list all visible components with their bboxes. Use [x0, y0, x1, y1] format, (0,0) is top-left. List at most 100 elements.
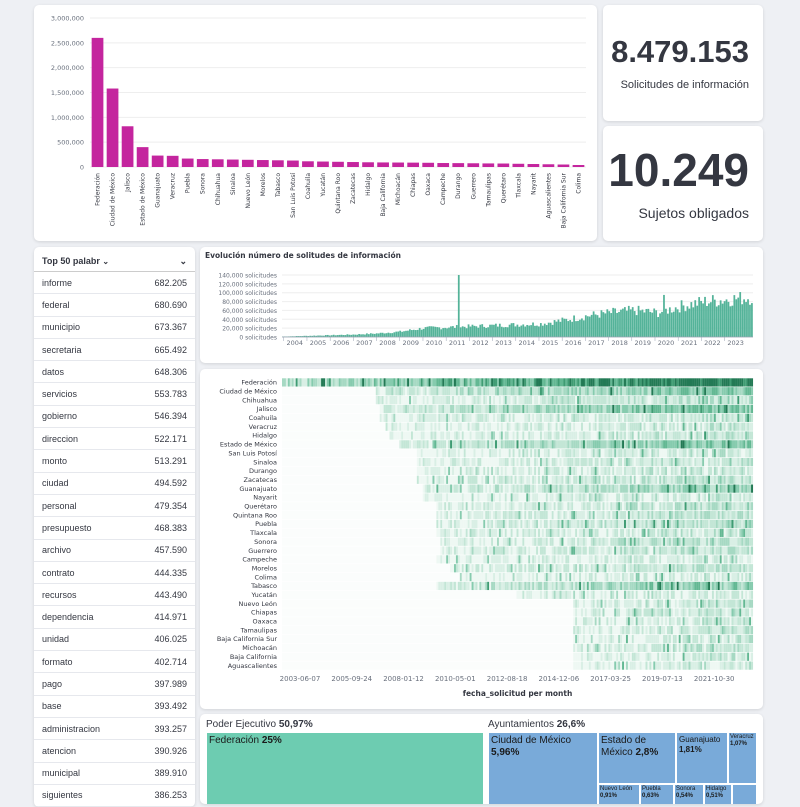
heat-cell	[483, 458, 485, 466]
heat-cell	[526, 387, 528, 395]
heat-cell	[681, 608, 683, 616]
heat-cell	[601, 520, 603, 528]
heat-cell	[561, 476, 563, 484]
heat-cell	[495, 467, 497, 475]
heat-cell	[487, 502, 489, 510]
heat-cell	[583, 502, 585, 510]
heat-cell	[579, 378, 581, 386]
heat-cell	[640, 378, 642, 386]
heat-cell	[644, 582, 646, 590]
heat-cell	[667, 467, 669, 475]
heat-cell	[501, 538, 503, 546]
heat-cell	[464, 458, 466, 466]
row-label: Puebla	[255, 520, 277, 528]
heat-cell	[647, 493, 649, 501]
heat-cell	[499, 405, 501, 413]
heat-cell	[730, 458, 732, 466]
heat-cell	[436, 484, 438, 492]
heat-cell	[536, 555, 538, 563]
heat-cell	[507, 555, 509, 563]
heat-cell	[636, 511, 638, 519]
heat-cell	[552, 520, 554, 528]
month-bar	[692, 307, 694, 337]
heat-cell	[520, 476, 522, 484]
heat-cell	[608, 484, 610, 492]
heat-cell	[732, 573, 734, 581]
heat-cell	[575, 608, 577, 616]
heat-cell	[628, 511, 630, 519]
heat-cell	[636, 414, 638, 422]
heat-cell	[560, 387, 562, 395]
heat-cell	[546, 511, 548, 519]
heat-cell	[722, 467, 724, 475]
heat-cell	[651, 484, 653, 492]
heat-cell	[583, 538, 585, 546]
heat-cell	[554, 440, 556, 448]
month-bar	[700, 301, 702, 337]
heat-cell	[749, 378, 751, 386]
heat-cell	[462, 476, 464, 484]
heat-cell	[579, 529, 581, 537]
heat-cell	[444, 387, 446, 395]
heat-cell	[726, 431, 728, 439]
heat-cell	[704, 546, 706, 554]
heat-cell	[603, 538, 605, 546]
column-menu-chevron-icon[interactable]: ⌄	[179, 256, 187, 267]
column-header-words[interactable]: Top 50 palabr ⌄	[42, 256, 109, 266]
heat-cell	[403, 378, 405, 386]
heat-cell	[681, 440, 683, 448]
heat-cell	[364, 378, 366, 386]
heat-cell	[513, 564, 515, 572]
heat-cell	[616, 431, 618, 439]
heat-cell	[532, 414, 534, 422]
heat-cell	[638, 414, 640, 422]
heat-cell	[565, 484, 567, 492]
heat-cell	[657, 431, 659, 439]
heat-cell	[571, 387, 573, 395]
heat-cell	[556, 582, 558, 590]
heat-cell	[616, 467, 618, 475]
heat-cell	[620, 396, 622, 404]
heat-cell	[528, 511, 530, 519]
heat-cell	[595, 414, 597, 422]
heat-cell	[534, 414, 536, 422]
heat-cell	[558, 529, 560, 537]
heat-cell	[436, 520, 438, 528]
heat-cell	[747, 520, 749, 528]
heat-cell	[386, 387, 388, 395]
heat-cell	[524, 573, 526, 581]
heat-cell	[591, 396, 593, 404]
heat-cell	[604, 529, 606, 537]
heat-cell	[749, 573, 751, 581]
heat-cell	[475, 405, 477, 413]
heat-cell	[667, 423, 669, 431]
heat-cell	[548, 520, 550, 528]
heat-cell	[470, 502, 472, 510]
heat-cell	[718, 484, 720, 492]
heat-cell	[503, 396, 505, 404]
